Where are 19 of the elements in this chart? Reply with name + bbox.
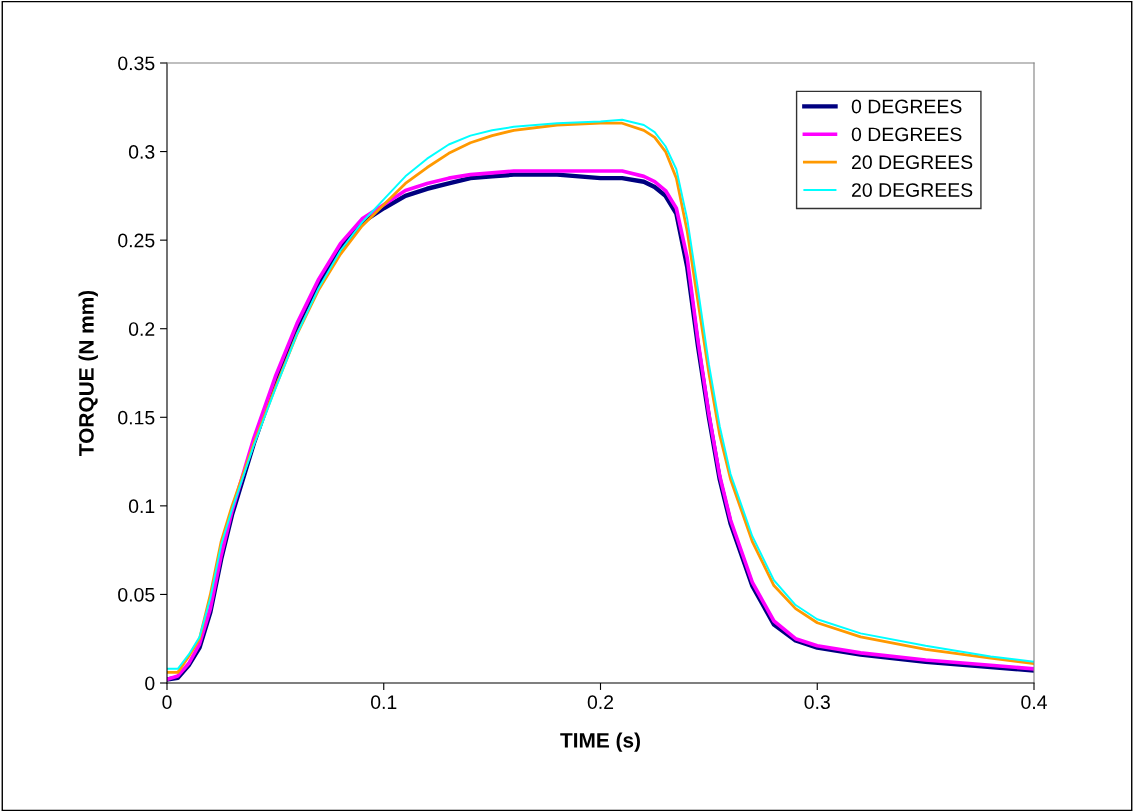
x-tick-label: 0 [162, 695, 172, 710]
legend-label: 0 DEGREES [851, 127, 962, 142]
y-axis-title: TORQUE (N mm) [78, 290, 98, 456]
legend-label: 20 DEGREES [852, 155, 973, 170]
y-tick-label: 0.2 [128, 322, 155, 336]
y-tick-label: 0.25 [118, 233, 155, 248]
x-tick-label: 0.4 [1021, 695, 1047, 710]
y-tick-label: 0.1 [128, 499, 155, 514]
legend-label: 0 DEGREES [851, 99, 962, 114]
x-tick-label: 0.2 [587, 695, 614, 710]
x-axis-title: TIME (s) [560, 732, 640, 752]
y-tick-label: 0 [145, 676, 155, 691]
y-tick-label: 0.3 [128, 145, 155, 159]
legend-label: 20 DEGREES [852, 183, 973, 197]
y-tick-label: 0.05 [118, 587, 155, 602]
y-tick-label: 0.15 [118, 410, 155, 425]
x-tick-label: 0.3 [804, 695, 830, 710]
x-tick-label: 0.1 [371, 695, 397, 710]
y-tick-label: 0.35 [118, 56, 155, 71]
